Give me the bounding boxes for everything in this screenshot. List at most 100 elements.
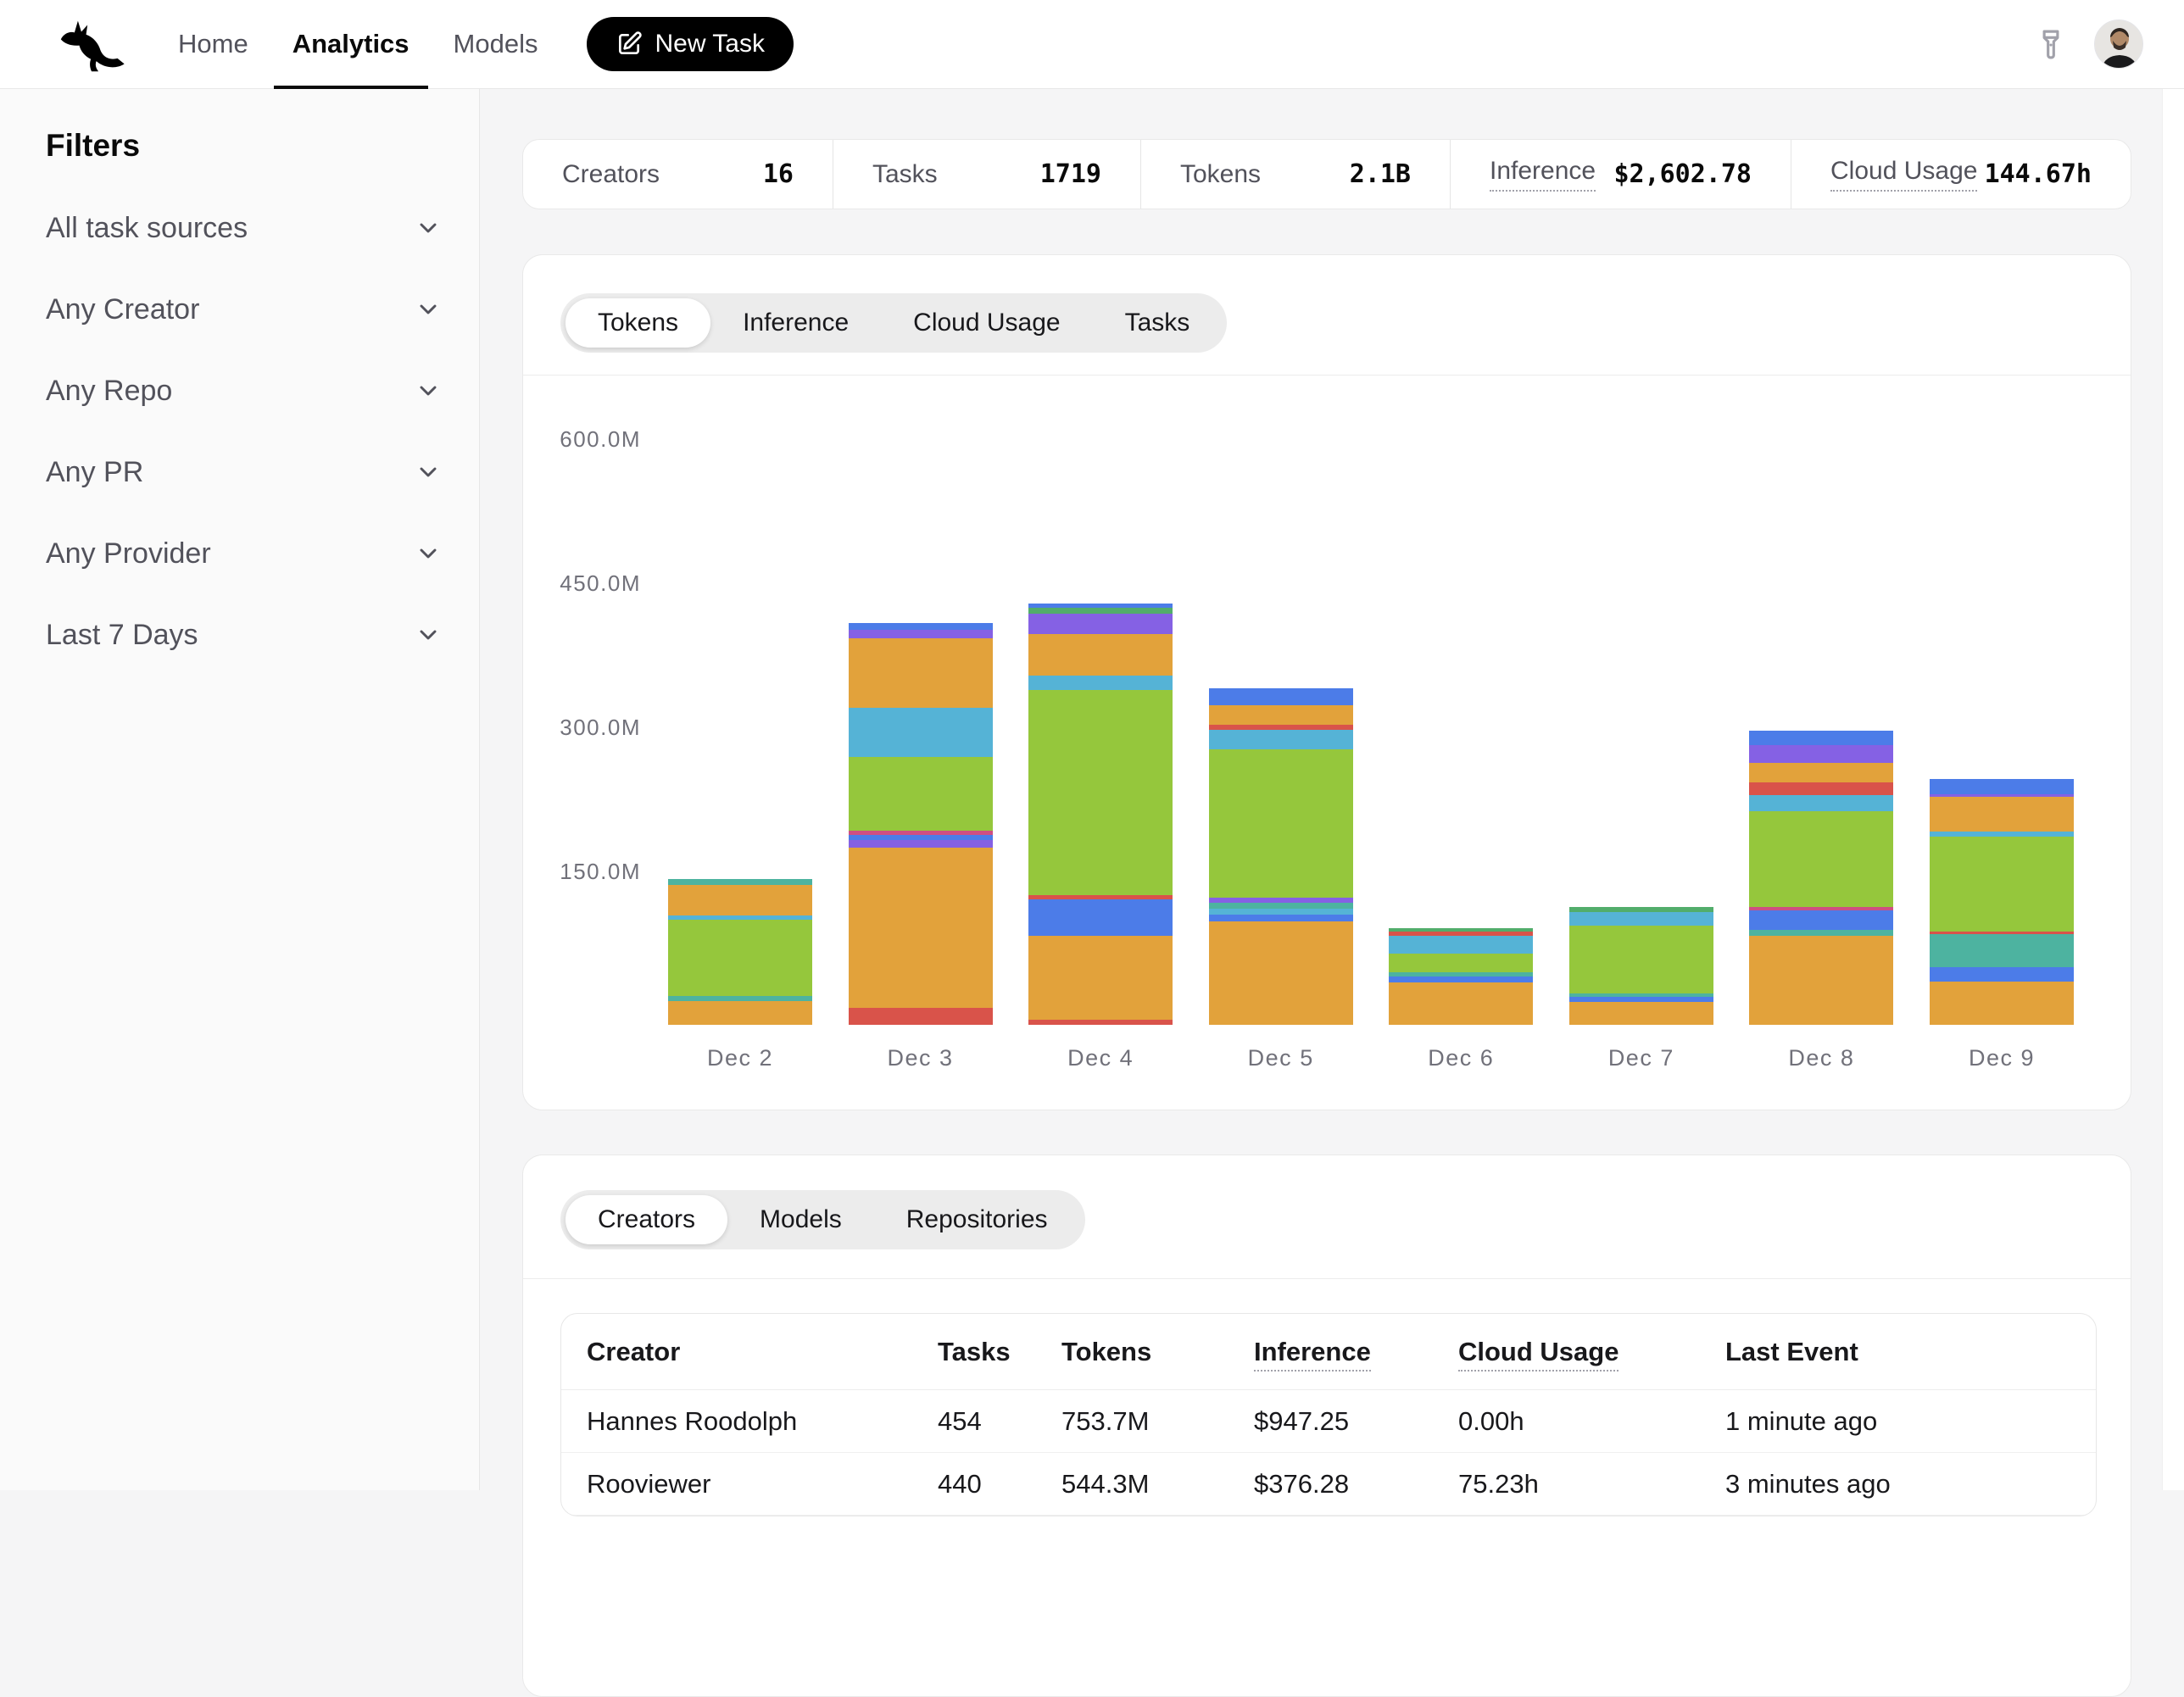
column-header-inference[interactable]: Inference bbox=[1254, 1337, 1458, 1367]
bar-dec-7[interactable] bbox=[1569, 907, 1713, 1025]
filter-label: Any Provider bbox=[46, 537, 211, 570]
scrollbar-track[interactable] bbox=[2162, 89, 2184, 1490]
bar-segment-violet bbox=[849, 840, 993, 848]
stat-label-inference[interactable]: Inference bbox=[1490, 157, 1596, 192]
breakdown-card-divider bbox=[523, 1278, 2131, 1279]
chevron-down-icon bbox=[415, 214, 442, 242]
y-axis-label-300m: 300.0M bbox=[523, 714, 641, 741]
table-row-rooviewer[interactable]: Rooviewer440544.3M$376.2875.23h3 minutes… bbox=[561, 1453, 2096, 1516]
stat-tasks: Tasks1719 bbox=[833, 140, 1140, 209]
bar-segment-orange bbox=[1209, 705, 1353, 726]
chevron-down-icon bbox=[415, 621, 442, 648]
bar-dec-4[interactable] bbox=[1028, 603, 1173, 1025]
filter-any-creator[interactable]: Any Creator bbox=[0, 269, 479, 350]
filter-list: All task sources Any Creator Any Repo Any P… bbox=[0, 187, 479, 676]
filter-label: All task sources bbox=[46, 212, 248, 245]
bar-segment-sky bbox=[1028, 676, 1173, 690]
stat-label-cloud-usage[interactable]: Cloud Usage bbox=[1830, 157, 1977, 192]
filter-label: Last 7 Days bbox=[46, 619, 198, 652]
table-header-row: CreatorTasksTokensInferenceCloud UsageLa… bbox=[561, 1314, 2096, 1390]
cell-inference: $376.28 bbox=[1254, 1469, 1458, 1499]
bar-segment-sky bbox=[849, 708, 993, 757]
creators-table: CreatorTasksTokensInferenceCloud UsageLa… bbox=[560, 1313, 2097, 1516]
tab-repositories[interactable]: Repositories bbox=[874, 1195, 1080, 1244]
filter-all-task-sources[interactable]: All task sources bbox=[0, 187, 479, 269]
bar-dec-6[interactable] bbox=[1389, 928, 1533, 1025]
kangaroo-logo-icon[interactable] bbox=[54, 17, 129, 71]
bar-segment-violet bbox=[1028, 614, 1173, 634]
stacked-bar-chart: 150.0M300.0M450.0M600.0MDec 2Dec 3Dec 4D… bbox=[523, 255, 2131, 1110]
x-axis-label-dec-5: Dec 5 bbox=[1209, 1043, 1353, 1072]
bar-segment-yellowgreen bbox=[668, 920, 812, 996]
stat-label-creators: Creators bbox=[562, 160, 660, 189]
y-axis-label-150m: 150.0M bbox=[523, 858, 641, 885]
bar-segment-yellowgreen bbox=[1209, 749, 1353, 899]
bar-segment-sky bbox=[1569, 912, 1713, 926]
filters-title: Filters bbox=[46, 128, 479, 164]
nav-item-home[interactable]: Home bbox=[159, 0, 267, 88]
bar-segment-red bbox=[849, 1008, 993, 1025]
bar-dec-2[interactable] bbox=[668, 879, 812, 1025]
bar-segment-royal bbox=[1930, 779, 2074, 794]
cell-tokens: 753.7M bbox=[1061, 1406, 1254, 1437]
bar-segment-teal bbox=[1209, 903, 1353, 909]
stat-value-tokens: 2.1B bbox=[1350, 159, 1411, 189]
breakdown-card: CreatorsModelsRepositories CreatorTasksT… bbox=[522, 1155, 2131, 1697]
stat-cloud-usage: Cloud Usage144.67h bbox=[1791, 140, 2131, 209]
bar-segment-red bbox=[1028, 1020, 1173, 1025]
x-axis-label-dec-9: Dec 9 bbox=[1930, 1043, 2074, 1072]
cell-inference: $947.25 bbox=[1254, 1406, 1458, 1437]
stat-creators: Creators 16 bbox=[523, 140, 833, 209]
flashlight-icon[interactable] bbox=[2033, 26, 2069, 62]
bar-segment-royal bbox=[1028, 899, 1173, 936]
bar-segment-royal bbox=[849, 835, 993, 841]
bar-segment-royal bbox=[1209, 915, 1353, 921]
nav-item-analytics[interactable]: Analytics bbox=[274, 0, 428, 88]
tab-models[interactable]: Models bbox=[727, 1195, 874, 1244]
bar-segment-yellowgreen bbox=[1389, 954, 1533, 972]
stat-value-inference: $2,602.78 bbox=[1613, 159, 1752, 189]
stat-value-creators: 16 bbox=[763, 159, 794, 189]
filter-any-repo[interactable]: Any Repo bbox=[0, 350, 479, 431]
chevron-down-icon bbox=[415, 540, 442, 567]
column-header-cloud-usage[interactable]: Cloud Usage bbox=[1458, 1337, 1725, 1367]
cell-last-event: 1 minute ago bbox=[1725, 1406, 2070, 1437]
bar-segment-orange bbox=[1569, 1002, 1713, 1025]
user-avatar[interactable] bbox=[2094, 19, 2143, 69]
new-task-button[interactable]: New Task bbox=[587, 17, 794, 71]
bar-segment-orange bbox=[1028, 634, 1173, 676]
column-header-label: Cloud Usage bbox=[1458, 1337, 1618, 1372]
cell-tasks: 454 bbox=[938, 1406, 1061, 1437]
tab-creators[interactable]: Creators bbox=[566, 1195, 727, 1244]
bar-dec-8[interactable] bbox=[1749, 731, 1893, 1025]
bar-dec-5[interactable] bbox=[1209, 688, 1353, 1025]
bar-segment-red bbox=[1749, 782, 1893, 795]
stat-inference: Inference $2,602.78 bbox=[1450, 140, 1791, 209]
bar-dec-3[interactable] bbox=[849, 623, 993, 1025]
filter-any-pr[interactable]: Any PR bbox=[0, 431, 479, 513]
table-row-hannes-roodolph[interactable]: Hannes Roodolph454753.7M$947.250.00h1 mi… bbox=[561, 1390, 2096, 1453]
bar-dec-9[interactable] bbox=[1930, 779, 2074, 1025]
bar-segment-sky bbox=[1389, 936, 1533, 954]
bar-segment-sky bbox=[1209, 730, 1353, 749]
tokens-chart-card: TokensInferenceCloud UsageTasks 150.0M30… bbox=[522, 254, 2131, 1110]
filter-label: Any PR bbox=[46, 456, 143, 489]
bar-segment-green bbox=[1569, 907, 1713, 913]
table-body: Hannes Roodolph454753.7M$947.250.00h1 mi… bbox=[561, 1390, 2096, 1516]
creator-name: Hannes Roodolph bbox=[587, 1406, 938, 1437]
stat-tokens: Tokens2.1B bbox=[1140, 140, 1450, 209]
nav-item-models[interactable]: Models bbox=[435, 0, 557, 88]
bar-segment-yellowgreen bbox=[1930, 837, 2074, 932]
bar-segment-yellowgreen bbox=[1569, 926, 1713, 993]
filter-label: Any Creator bbox=[46, 293, 199, 326]
column-header-creator: Creator bbox=[587, 1337, 938, 1367]
filter-last-7-days[interactable]: Last 7 Days bbox=[0, 594, 479, 676]
chevron-down-icon bbox=[415, 459, 442, 486]
new-task-label: New Task bbox=[655, 30, 765, 58]
column-header-label: Inference bbox=[1254, 1337, 1371, 1372]
column-header-last-event: Last Event bbox=[1725, 1337, 2070, 1367]
y-axis-label-450m: 450.0M bbox=[523, 570, 641, 597]
filter-any-provider[interactable]: Any Provider bbox=[0, 513, 479, 594]
bar-segment-violet bbox=[849, 630, 993, 638]
bar-segment-orange bbox=[1749, 763, 1893, 783]
